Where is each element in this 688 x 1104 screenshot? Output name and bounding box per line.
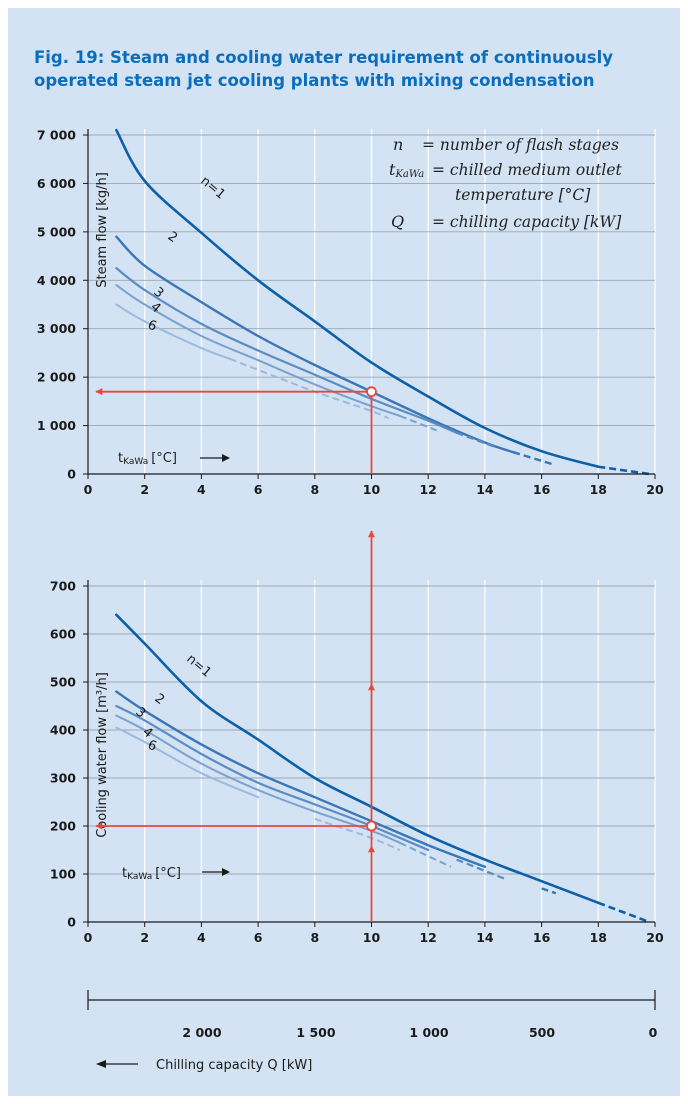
- capacity-tick-1500: 1 500: [296, 1025, 335, 1040]
- cooling-xtick-18: 18: [590, 930, 607, 945]
- steam-curve-dashed-2: [512, 451, 554, 466]
- cooling-xtick-6: 6: [254, 930, 263, 945]
- legend-n-text: = number of flash stages: [422, 136, 619, 154]
- cooling-ytick-1: 100: [50, 867, 76, 882]
- cooling-xtick-0: 0: [84, 930, 93, 945]
- cooling-curve-dashed-2: [541, 887, 557, 895]
- steam-curve-n=1: [115, 128, 600, 468]
- cooling-xtick-12: 12: [419, 930, 436, 945]
- steam-xtick-0: 0: [84, 482, 93, 497]
- cooling-curve-label-6: 6: [146, 738, 159, 755]
- steam-ytick-1: 1 000: [37, 418, 76, 433]
- steam-ytick-7: 7 000: [37, 128, 76, 143]
- steam-curve-label-3: 3: [150, 285, 166, 302]
- cooling-xtick-4: 4: [197, 930, 206, 945]
- figure-title-line-1: Fig. 19: Steam and cooling water require…: [34, 48, 614, 67]
- cooling-ylabel: Cooling water flow [m³/h]: [95, 672, 110, 838]
- figure-title: Fig. 19: Steam and cooling water require…: [34, 46, 654, 92]
- steam-xtick-8: 8: [310, 482, 319, 497]
- steam-curve-label-6: 6: [146, 318, 159, 335]
- cooling-xtick-2: 2: [140, 930, 149, 945]
- cooling-x-axis-label: tKaWa [°C]: [122, 866, 230, 882]
- legend-q-symbol: Q: [391, 212, 404, 231]
- legend-t-text-2: temperature [°C]: [455, 186, 591, 204]
- steam-xtick-4: 4: [197, 482, 206, 497]
- cooling-curve-dashed-3: [456, 858, 506, 880]
- cooling-ytick-6: 600: [50, 627, 76, 642]
- steam-x-axis-label: tKaWa [°C]: [118, 451, 230, 467]
- cooling-ytick-5: 500: [50, 675, 76, 690]
- legend-t-text-1: = chilled medium outlet: [432, 161, 623, 179]
- steam-xtick-6: 6: [254, 482, 263, 497]
- cooling-curve-2: [115, 690, 487, 868]
- capacity-tick-0: 0: [649, 1025, 658, 1040]
- cooling-curve-label-2: 2: [152, 691, 167, 708]
- steam-ytick-3: 3 000: [37, 321, 76, 336]
- cooling-curve-n=1: [115, 613, 600, 905]
- figure-title-line-2: operated steam jet cooling plants with m…: [34, 71, 595, 90]
- steam-ytick-2: 2 000: [37, 370, 76, 385]
- cooling-xtick-14: 14: [476, 930, 494, 945]
- cooling-ytick-4: 400: [50, 723, 76, 738]
- legend: n = number of flash stages tKaWa = chill…: [389, 135, 623, 231]
- steam-curve-dashed-3: [456, 431, 497, 449]
- steam-ytick-0: 0: [67, 467, 76, 482]
- cooling-curve-dashed-n=1: [597, 901, 650, 924]
- steam-curve-dashed-n=1: [598, 465, 650, 476]
- steam-curve-2: [115, 235, 515, 454]
- cooling-ytick-0: 0: [67, 915, 76, 930]
- svg-text:tKaWa[°C]: tKaWa [°C]: [122, 866, 181, 882]
- steam-xtick-10: 10: [363, 482, 381, 497]
- capacity-tick-2000: 2 000: [182, 1025, 221, 1040]
- cooling-curve-dashed-4: [399, 841, 452, 868]
- steam-reading-point: [366, 386, 377, 398]
- steam-ytick-4: 4 000: [37, 273, 76, 288]
- cooling-xtick-20: 20: [646, 930, 664, 945]
- steam-ytick-6: 6 000: [37, 176, 76, 191]
- capacity-tick-500: 500: [529, 1025, 555, 1040]
- steam-xtick-18: 18: [590, 482, 607, 497]
- figure-panel: [8, 8, 680, 1096]
- steam-xtick-14: 14: [476, 482, 494, 497]
- steam-ytick-5: 5 000: [37, 224, 76, 239]
- capacity-tick-1000: 1 000: [409, 1025, 448, 1040]
- capacity-axis: 2 000 1 500 1 000 500 0 Chilling capacit…: [87, 990, 658, 1073]
- steam-curve-3: [115, 267, 458, 434]
- steam-curve-dashed-4: [399, 414, 438, 432]
- cooling-curve-dashed-6: [314, 817, 401, 851]
- cooling-curve-label-n=1: n=1: [183, 652, 214, 681]
- cooling-xtick-16: 16: [533, 930, 551, 945]
- svg-text:tKaWa[°C]: tKaWa [°C]: [118, 451, 177, 467]
- cooling-ytick-7: 700: [50, 579, 76, 594]
- cooling-reading-point: [366, 820, 377, 832]
- reading-arrows: [95, 388, 375, 922]
- cooling-ytick-3: 300: [50, 771, 76, 786]
- steam-xtick-12: 12: [419, 482, 436, 497]
- steam-xtick-2: 2: [140, 482, 149, 497]
- steam-xtick-20: 20: [646, 482, 664, 497]
- steam-curve-label-n=1: n=1: [197, 174, 228, 203]
- steam-curve-6: [115, 303, 231, 360]
- cooling-xtick-8: 8: [310, 930, 319, 945]
- steam-xtick-16: 16: [533, 482, 551, 497]
- cooling-ytick-2: 200: [50, 819, 76, 834]
- steam-ylabel: Steam flow [kg/h]: [95, 172, 110, 288]
- legend-t-symbol: tKaWa: [389, 160, 424, 180]
- legend-n-symbol: n: [393, 135, 403, 154]
- capacity-axis-label: Chilling capacity Q [kW]: [156, 1058, 312, 1073]
- legend-q-text: = chilling capacity [kW]: [432, 213, 622, 231]
- cooling-xtick-10: 10: [363, 930, 381, 945]
- cooling-curve-6: [115, 726, 260, 799]
